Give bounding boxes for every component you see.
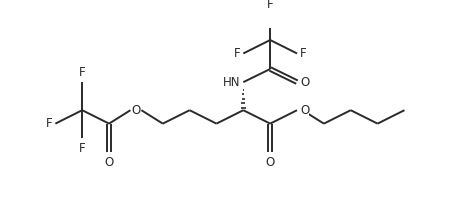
Text: F: F — [234, 47, 240, 60]
Text: O: O — [105, 156, 114, 169]
Text: O: O — [131, 104, 141, 117]
Text: O: O — [266, 156, 275, 169]
Text: O: O — [300, 104, 309, 117]
Text: F: F — [46, 117, 52, 130]
Text: F: F — [79, 66, 86, 79]
Text: F: F — [79, 142, 86, 155]
Text: HN: HN — [224, 76, 241, 89]
Text: F: F — [267, 0, 273, 11]
Text: O: O — [301, 76, 310, 89]
Text: F: F — [300, 47, 307, 60]
